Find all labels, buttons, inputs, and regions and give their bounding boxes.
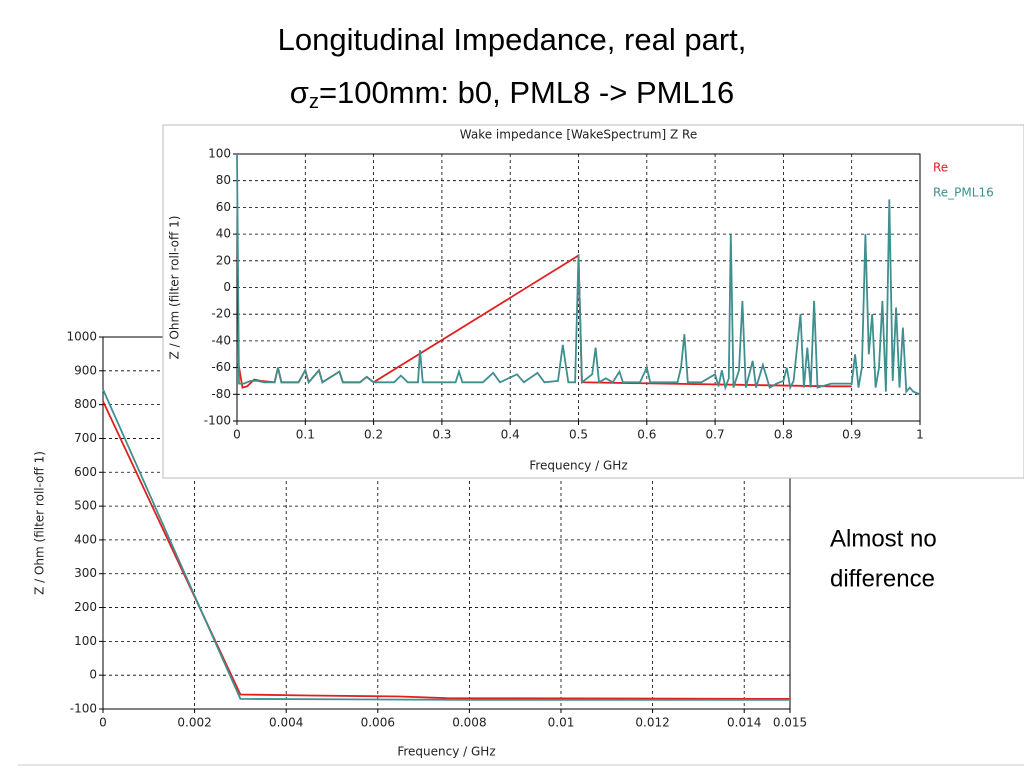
y-tick-label: 1000 (66, 330, 97, 344)
y-tick-label: 100 (208, 147, 231, 161)
x-tick-label: 0.5 (569, 428, 588, 442)
y-tick-label: -60 (211, 360, 231, 374)
x-tick-label: 0.01 (548, 716, 575, 730)
x-tick-label: 0.012 (635, 716, 669, 730)
y-tick-label: 800 (74, 397, 97, 411)
chart: -100 -80 -60 -40 -20 0 20 40 60 80 100 0 0.1 0.2 0.3 0.… (162, 124, 1024, 479)
y-tick-label: 60 (216, 200, 231, 214)
chart-background (162, 124, 1024, 479)
y-tick-label: 200 (74, 600, 97, 614)
y-tick-label: -40 (211, 333, 231, 347)
y-axis-label: Z / Ohm (filter roll-off 1) (168, 216, 182, 360)
x-tick-label: 0.015 (773, 716, 807, 730)
note: difference (830, 565, 935, 592)
note: Almost no (830, 525, 937, 552)
series-line (102, 389, 790, 701)
y-tick-label: 0 (223, 280, 231, 294)
x-tick-label: 0.2 (364, 428, 383, 442)
x-tick-label: 0 (233, 428, 241, 442)
y-axis-label: Z / Ohm (filter roll-off 1) (33, 451, 47, 595)
y-tick-label: 500 (74, 499, 97, 513)
title-part: σ (290, 75, 309, 110)
y-tick-label: 80 (216, 173, 231, 187)
x-tick-label: 0.014 (727, 716, 761, 730)
legend-label: Re_PML16 (933, 186, 994, 200)
x-tick-label: 0 (99, 716, 107, 730)
y-tick-label: -100 (70, 702, 97, 716)
y-tick-label: 900 (74, 363, 97, 377)
series-line (236, 153, 921, 396)
x-axis-label: Frequency / GHz (397, 745, 495, 759)
slide-title: σz=100mm: b0, PML8 -> PML16 (290, 75, 734, 113)
y-tick-label: -20 (211, 307, 231, 321)
x-tick-label: 0.6 (637, 428, 656, 442)
y-tick-label: 700 (74, 431, 97, 445)
x-tick-label: 1 (916, 428, 924, 442)
x-tick-label: 0.004 (269, 716, 303, 730)
slide-title: Longitudinal Impedance, real part, (278, 22, 747, 57)
title-part: =100mm: b0, PML8 -> PML16 (319, 75, 734, 110)
y-tick-label: 40 (216, 227, 231, 241)
x-tick-label: 0.1 (296, 428, 315, 442)
y-tick-label: 600 (74, 465, 97, 479)
x-tick-label: 0.008 (452, 716, 486, 730)
y-tick-label: 20 (216, 253, 231, 267)
x-tick-label: 0.7 (706, 428, 725, 442)
x-tick-label: 0.3 (432, 428, 451, 442)
x-tick-label: 0.4 (501, 428, 520, 442)
y-tick-label: -100 (204, 414, 231, 428)
plot-frame (236, 153, 921, 422)
y-tick-label: 300 (74, 566, 97, 580)
y-tick-label: 100 (74, 634, 97, 648)
x-tick-label: 0.8 (774, 428, 793, 442)
x-axis-label: Frequency / GHz (529, 459, 627, 473)
x-tick-label: 0.006 (361, 716, 395, 730)
title-subscript: z (309, 91, 319, 113)
y-tick-label: 0 (89, 668, 97, 682)
y-tick-label: 400 (74, 532, 97, 546)
x-tick-label: 0.9 (842, 428, 861, 442)
y-tick-label: -80 (211, 387, 231, 401)
x-tick-label: 0.002 (177, 716, 211, 730)
legend-label: Re (933, 161, 948, 175)
chart-title: Wake impedance [WakeSpectrum] Z Re (460, 128, 697, 142)
